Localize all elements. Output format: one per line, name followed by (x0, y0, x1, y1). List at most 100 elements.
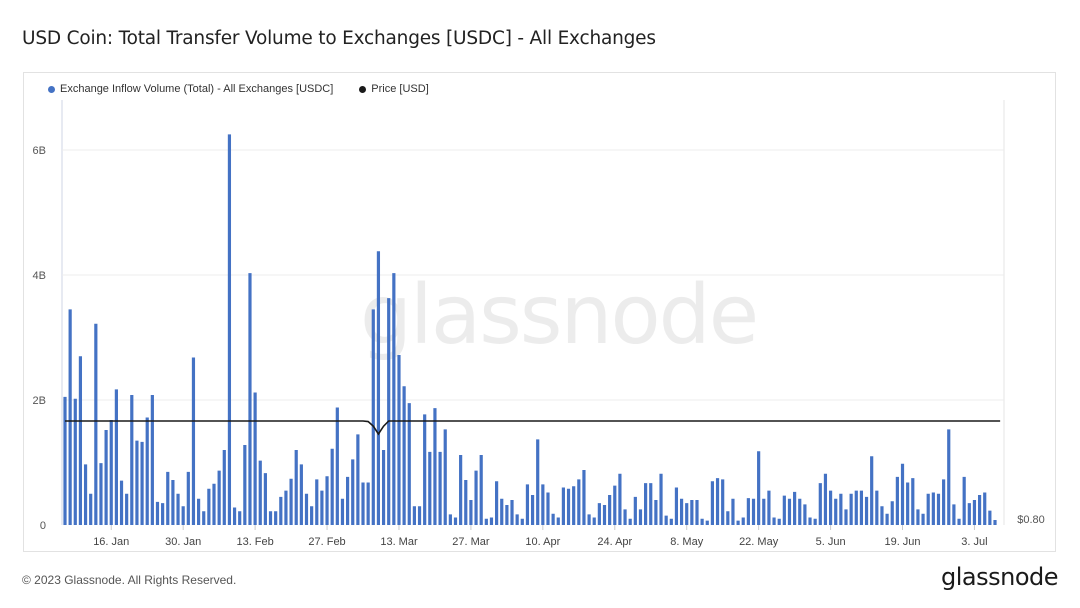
bar (669, 518, 673, 525)
bar (530, 495, 535, 525)
bar (500, 498, 504, 525)
legend-dot-inflow (48, 85, 55, 93)
legend-item-inflow[interactable]: Exchange Inflow Volume (Total) - All Exc… (48, 83, 333, 95)
bar (818, 483, 822, 526)
x-tick-label: 13. Feb (236, 536, 273, 548)
bar (171, 480, 175, 525)
bar (320, 490, 324, 526)
bar (366, 482, 370, 525)
bar (700, 518, 704, 525)
bar (258, 460, 262, 526)
bar (217, 470, 221, 525)
bar (268, 511, 273, 525)
glassnode-logo: glassnode (940, 563, 1059, 591)
bar (798, 498, 802, 525)
bar (248, 273, 252, 525)
bar (777, 518, 781, 525)
chart-panel (23, 72, 1056, 552)
bar (202, 511, 206, 525)
legend-item-price[interactable]: Price [USD] (359, 83, 429, 95)
x-tick-label: 19. Jun (884, 536, 920, 548)
bar (921, 513, 925, 525)
bar (119, 480, 124, 526)
price-line (65, 420, 1001, 436)
bar (859, 490, 864, 526)
bar (181, 506, 185, 525)
bar (479, 455, 483, 525)
bar (972, 500, 977, 525)
bar (155, 501, 160, 526)
bar (556, 517, 560, 525)
bar (618, 473, 622, 525)
bar (741, 517, 745, 525)
bar (679, 498, 684, 525)
bar (993, 520, 997, 525)
bar (376, 251, 381, 525)
y-tick-label: 2B (33, 395, 46, 407)
bar (459, 455, 463, 525)
bar (685, 503, 689, 526)
bar (731, 498, 735, 525)
bar (659, 473, 663, 525)
bar (371, 309, 375, 526)
bar (474, 470, 478, 525)
bar (654, 500, 658, 525)
bar (983, 492, 987, 525)
bar (243, 445, 247, 525)
bar (566, 488, 571, 525)
bar (525, 484, 530, 526)
bar (104, 430, 108, 525)
bar (962, 476, 966, 526)
x-tick-label: 24. Apr (597, 536, 632, 548)
bar (875, 490, 879, 526)
bar (664, 515, 668, 526)
bar (484, 518, 488, 525)
x-tick-label: 13. Mar (380, 536, 418, 548)
bar (361, 482, 365, 525)
bar (947, 429, 951, 526)
x-tick-label: 22. May (739, 536, 779, 548)
x-tick-label: 30. Jan (165, 536, 201, 548)
bar (839, 493, 843, 525)
bar (99, 463, 103, 526)
bar (197, 498, 201, 525)
bar (253, 392, 257, 525)
bar (73, 398, 77, 525)
bar (63, 396, 67, 526)
bar (387, 298, 391, 526)
bar (828, 490, 833, 526)
bar (942, 479, 946, 526)
bar (608, 495, 612, 525)
bar (83, 464, 88, 526)
bar (885, 513, 889, 525)
bar (864, 496, 869, 526)
bar (212, 483, 216, 525)
bar (402, 386, 406, 525)
bar (844, 509, 848, 526)
bar (787, 498, 792, 525)
bar (161, 503, 165, 526)
bar (510, 500, 514, 525)
bar (207, 488, 211, 525)
bar (232, 507, 237, 525)
bar (453, 517, 458, 525)
bar (520, 518, 524, 525)
bar (89, 493, 93, 525)
bar (335, 407, 339, 525)
bar (346, 476, 350, 526)
bar (515, 514, 519, 526)
bar (392, 273, 396, 525)
bar (813, 518, 817, 525)
bar (505, 505, 509, 525)
bar (166, 471, 170, 526)
bar (284, 490, 288, 526)
bar (957, 518, 961, 525)
bar (772, 517, 776, 525)
bar (633, 496, 637, 526)
bar (715, 478, 720, 526)
bar (644, 483, 648, 526)
x-tick-label: 27. Feb (308, 536, 345, 548)
chart-legend: Exchange Inflow Volume (Total) - All Exc… (48, 83, 429, 95)
bar (705, 520, 709, 526)
bar (135, 440, 139, 526)
